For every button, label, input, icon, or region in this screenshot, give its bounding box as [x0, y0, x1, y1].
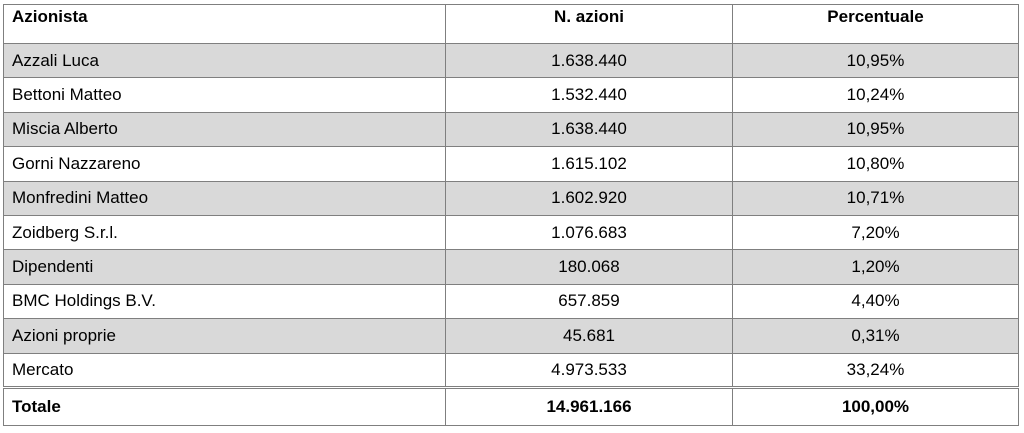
- table-row: Azzali Luca 1.638.440 10,95%: [3, 42, 1019, 79]
- cell-shares: 1.532.440: [445, 77, 733, 113]
- table-row: Bettoni Matteo 1.532.440 10,24%: [3, 77, 1019, 113]
- cell-percentage: 10,95%: [732, 42, 1019, 79]
- table-row: Miscia Alberto 1.638.440 10,95%: [3, 111, 1019, 148]
- cell-shareholder-name: Mercato: [3, 352, 446, 388]
- total-label: Totale: [3, 385, 446, 426]
- total-shares: 14.961.166: [445, 385, 733, 426]
- cell-shareholder-name: Dipendenti: [3, 249, 446, 285]
- header-shares: N. azioni: [445, 4, 733, 44]
- cell-shares: 1.076.683: [445, 214, 733, 251]
- cell-shareholder-name: BMC Holdings B.V.: [3, 283, 446, 320]
- cell-shares: 180.068: [445, 249, 733, 285]
- cell-percentage: 10,71%: [732, 180, 1019, 216]
- cell-percentage: 10,95%: [732, 111, 1019, 148]
- cell-shares: 45.681: [445, 318, 733, 354]
- total-row: Totale 14.961.166 100,00%: [3, 385, 1019, 426]
- header-percentage: Percentuale: [732, 4, 1019, 44]
- cell-percentage: 10,80%: [732, 146, 1019, 182]
- cell-shareholder-name: Monfredini Matteo: [3, 180, 446, 216]
- cell-percentage: 10,24%: [732, 77, 1019, 113]
- table-row: Gorni Nazzareno 1.615.102 10,80%: [3, 146, 1019, 182]
- shareholder-table: Azionista N. azioni Percentuale Azzali L…: [3, 4, 1019, 426]
- cell-shareholder-name: Zoidberg S.r.l.: [3, 214, 446, 251]
- cell-shares: 1.638.440: [445, 42, 733, 79]
- table-row: Monfredini Matteo 1.602.920 10,71%: [3, 180, 1019, 216]
- cell-shareholder-name: Azioni proprie: [3, 318, 446, 354]
- table-header-row: Azionista N. azioni Percentuale: [3, 4, 1019, 44]
- shareholder-table-container: Azionista N. azioni Percentuale Azzali L…: [3, 4, 1019, 426]
- cell-percentage: 7,20%: [732, 214, 1019, 251]
- cell-shares: 1.602.920: [445, 180, 733, 216]
- table-row: Dipendenti 180.068 1,20%: [3, 249, 1019, 285]
- cell-shares: 657.859: [445, 283, 733, 320]
- total-percentage: 100,00%: [732, 385, 1019, 426]
- cell-shares: 1.638.440: [445, 111, 733, 148]
- cell-percentage: 1,20%: [732, 249, 1019, 285]
- cell-percentage: 0,31%: [732, 318, 1019, 354]
- cell-shareholder-name: Azzali Luca: [3, 42, 446, 79]
- cell-shareholder-name: Miscia Alberto: [3, 111, 446, 148]
- cell-percentage: 33,24%: [732, 352, 1019, 388]
- cell-shareholder-name: Bettoni Matteo: [3, 77, 446, 113]
- cell-shareholder-name: Gorni Nazzareno: [3, 146, 446, 182]
- cell-shares: 4.973.533: [445, 352, 733, 388]
- table-row: Azioni proprie 45.681 0,31%: [3, 318, 1019, 354]
- cell-percentage: 4,40%: [732, 283, 1019, 320]
- table-row: Zoidberg S.r.l. 1.076.683 7,20%: [3, 214, 1019, 251]
- header-shareholder: Azionista: [3, 4, 446, 44]
- cell-shares: 1.615.102: [445, 146, 733, 182]
- table-row: Mercato 4.973.533 33,24%: [3, 352, 1019, 388]
- table-row: BMC Holdings B.V. 657.859 4,40%: [3, 283, 1019, 320]
